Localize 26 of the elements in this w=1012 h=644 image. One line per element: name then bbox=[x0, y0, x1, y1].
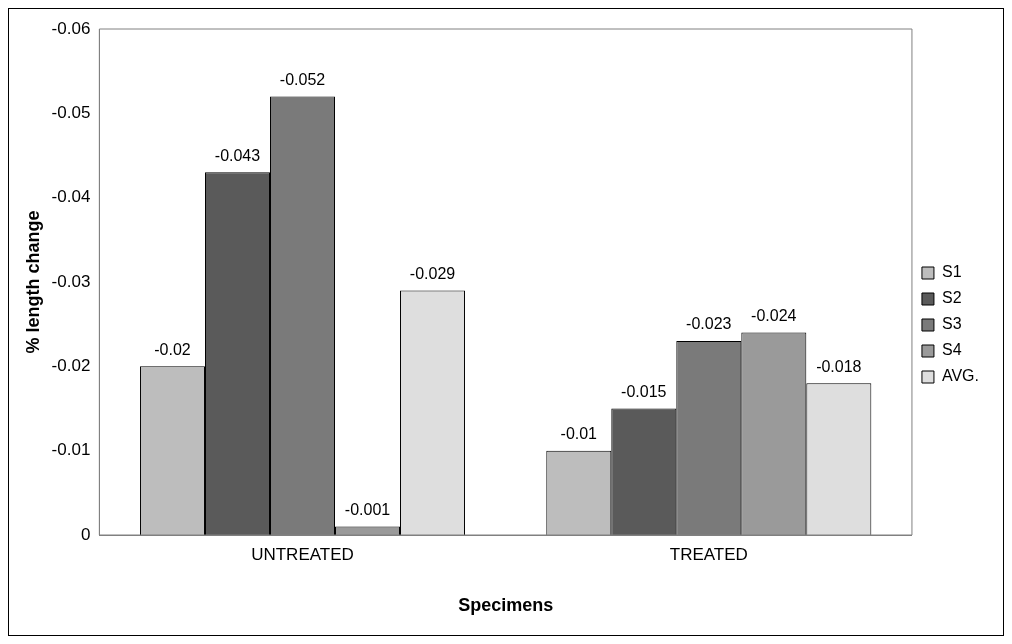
data-label: -0.018 bbox=[816, 357, 862, 375]
data-label: -0.043 bbox=[214, 146, 261, 164]
legend-label: S3 bbox=[941, 315, 962, 333]
y-tick-label: -0.02 bbox=[51, 356, 91, 376]
data-label: -0.029 bbox=[409, 264, 456, 282]
data-label: -0.015 bbox=[621, 382, 667, 400]
data-label: -0.023 bbox=[686, 315, 732, 333]
y-tick-label: 0 bbox=[80, 524, 91, 544]
data-label: -0.01 bbox=[560, 425, 598, 443]
data-label: -0.052 bbox=[279, 70, 326, 88]
data-label: -0.02 bbox=[154, 340, 191, 358]
legend-label: S2 bbox=[941, 289, 962, 307]
y-tick-label: -0.06 bbox=[51, 18, 91, 38]
x-axis-title: Specimens bbox=[458, 595, 554, 616]
y-tick-label: -0.04 bbox=[51, 187, 91, 207]
legend-label: S1 bbox=[941, 263, 962, 281]
legend-label: S4 bbox=[941, 341, 962, 359]
x-tick-label: UNTREATED bbox=[251, 544, 354, 564]
y-tick-label: -0.03 bbox=[51, 271, 91, 291]
legend-label: AVG. bbox=[941, 367, 979, 385]
x-tick-label: TREATED bbox=[669, 544, 748, 564]
data-label: -0.001 bbox=[344, 500, 391, 518]
y-axis-title: % length change bbox=[22, 210, 43, 354]
y-tick-label: -0.01 bbox=[51, 440, 91, 460]
data-label: -0.024 bbox=[751, 307, 797, 325]
y-tick-label: -0.05 bbox=[51, 103, 91, 123]
